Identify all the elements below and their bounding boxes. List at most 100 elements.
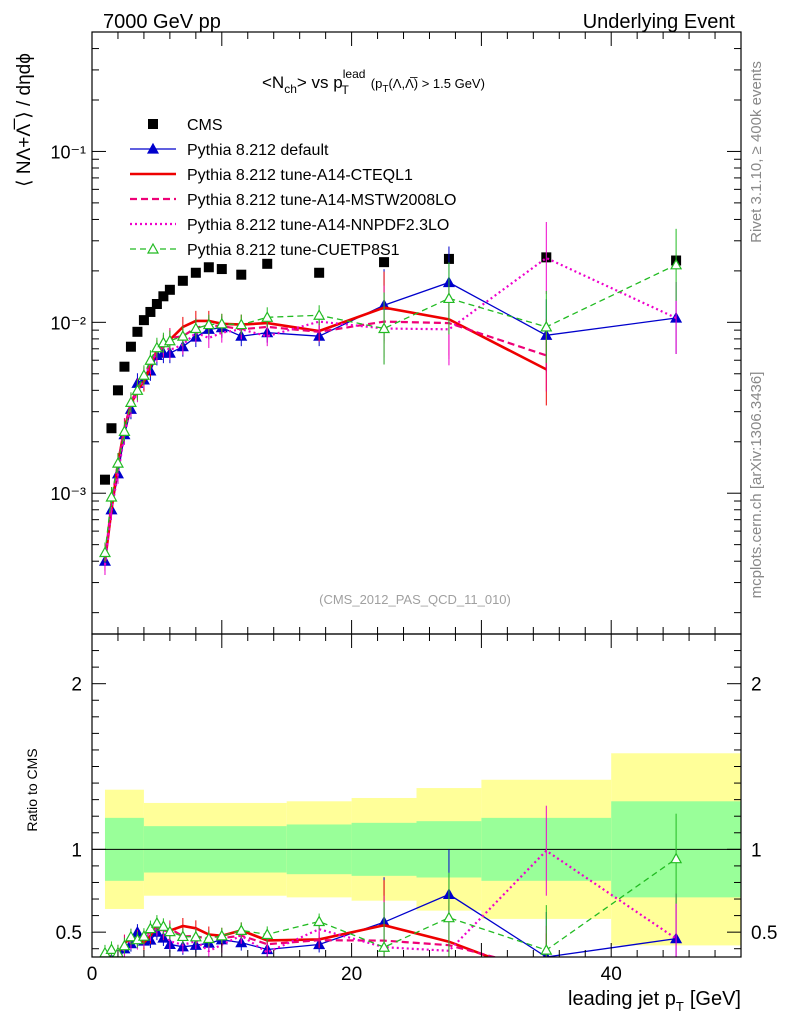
header-right: Underlying Event (583, 11, 736, 33)
analysis-reference: (CMS_2012_PAS_QCD_11_010) (319, 592, 511, 607)
cms-point-0 (99, 474, 110, 485)
legend-marker-0 (148, 119, 158, 129)
y-tick-label-main-0: 10⁻³ (50, 484, 86, 504)
ratio-marker-5-10 (163, 925, 176, 937)
ratio-marker-5-6 (137, 929, 150, 941)
cms-point-15 (236, 269, 247, 280)
marker-5-14 (215, 317, 228, 329)
marker-5-21 (670, 258, 683, 270)
series-main-5 (98, 228, 683, 563)
series-main-2 (103, 271, 547, 572)
legend-item-4: Pythia 8.212 tune-A14-NNPDF2.3LO (130, 217, 449, 234)
ratio-marker-5-17 (313, 915, 326, 927)
cms-point-1 (106, 423, 117, 434)
ratio-marker-5-11 (176, 930, 189, 942)
ratio-marker-5-9 (157, 920, 170, 931)
marker-5-19 (442, 292, 455, 304)
ratio-marker-5-16 (261, 928, 274, 940)
ratio-marker-5-14 (215, 929, 228, 941)
legend-label-0: CMS (187, 117, 223, 134)
marker-5-1 (105, 490, 118, 502)
y-tick-label-main-2: 10⁻¹ (50, 142, 86, 162)
series-main-4 (103, 221, 677, 576)
y-tick-label-main-1: 10⁻² (50, 313, 86, 333)
cms-point-2 (112, 385, 123, 396)
y-tick-label-ratio-left-2: 2 (71, 675, 82, 696)
marker-5-5 (131, 384, 144, 395)
plot-frames (91, 31, 742, 958)
series-ratio-5 (99, 813, 683, 957)
cms-point-10 (164, 284, 175, 295)
ratio-marker-5-20 (540, 943, 553, 955)
marker-5-2 (111, 456, 124, 468)
ratio-marker-5-8 (150, 916, 163, 928)
x-axis-label: leading jet pT [GeV] (568, 988, 741, 1014)
cms-point-7 (145, 306, 156, 317)
marker-5-10 (163, 334, 176, 346)
y-tick-label-ratio-right-2: 2 (751, 675, 762, 696)
legend-item-1: Pythia 8.212 default (130, 142, 329, 159)
legend-marker-5 (146, 242, 160, 254)
series-line-1 (104, 281, 677, 562)
x-tick-label-0: 0 (87, 964, 98, 985)
marker-5-7 (144, 353, 157, 365)
legend-label-5: Pythia 8.212 tune-CUETP8S1 (187, 242, 400, 259)
mcplots-label: mcplots.cern.ch [arXiv:1306.3436] (748, 372, 765, 599)
series-line-5 (104, 264, 677, 553)
axis-ticks: 0 20 40 10⁻³ 10⁻² 10⁻¹ 0.5 0.5 1 1 2 2 (50, 31, 777, 985)
y-tick-label-ratio-left-0: 0.5 (56, 923, 82, 944)
header-left: 7000 GeV pp (103, 11, 221, 33)
cms-point-6 (138, 315, 149, 326)
legend-item-2: Pythia 8.212 tune-A14-CTEQL1 (130, 167, 413, 184)
x-tick-label-2: 40 (601, 964, 622, 985)
cms-point-4 (125, 341, 136, 352)
cms-point-13 (203, 262, 214, 273)
cms-point-16 (262, 258, 273, 269)
legend-label-2: Pythia 8.212 tune-A14-CTEQL1 (187, 167, 413, 184)
ratio-marker-5-18 (378, 941, 391, 952)
cms-point-11 (177, 275, 188, 286)
series-ratio-line-5 (104, 858, 677, 954)
legend-marker-1 (146, 142, 160, 154)
marker-5-18 (378, 322, 391, 334)
y-axis-label-main: ⟨ NΛ+Λ̅ ⟩ / dηdϕ (14, 53, 35, 187)
marker-5-0 (98, 546, 111, 558)
series-line-2 (103, 306, 547, 562)
series-main-0 (99, 252, 682, 485)
ratio-marker-5-15 (235, 924, 248, 936)
cms-point-8 (151, 299, 162, 310)
series-main-1 (98, 246, 683, 572)
marker-5-12 (189, 322, 202, 334)
marker-5-16 (261, 311, 274, 322)
cms-point-14 (216, 264, 227, 275)
cms-point-18 (379, 257, 390, 268)
y-tick-label-ratio-right-0: 0.5 (751, 923, 777, 944)
marker-5-15 (235, 318, 248, 330)
y-tick-label-ratio-right-1: 1 (751, 840, 762, 861)
x-tick-label-1: 20 (341, 964, 362, 985)
series-layer (98, 221, 683, 957)
ratio-marker-5-1 (105, 943, 118, 955)
legend: CMS Pythia 8.212 default Pythia 8.212 tune… (130, 117, 456, 259)
y-axis-label-ratio: Ratio to CMS (24, 748, 40, 831)
marker-5-11 (176, 329, 189, 341)
legend-label-3: Pythia 8.212 tune-A14-MSTW2008LO (187, 192, 456, 209)
marker-5-13 (202, 318, 215, 330)
ratio-marker-5-21 (670, 852, 683, 864)
marker-5-20 (540, 320, 553, 332)
marker-5-3 (118, 425, 131, 436)
marker-5-6 (137, 369, 150, 380)
ratio-marker-5-4 (124, 930, 137, 942)
cms-point-17 (314, 267, 325, 278)
legend-label-1: Pythia 8.212 default (187, 142, 329, 159)
marker-5-17 (313, 309, 326, 320)
ratio-marker-5-7 (144, 922, 157, 934)
cms-point-5 (132, 326, 143, 337)
rivet-label: Rivet 3.1.10, ≥ 400k events (748, 61, 765, 243)
legend-item-5: Pythia 8.212 tune-CUETP8S1 (130, 242, 400, 259)
cms-point-3 (119, 361, 130, 372)
series-line-4 (103, 256, 677, 566)
cms-point-12 (190, 267, 201, 278)
y-tick-label-ratio-left-1: 1 (71, 840, 82, 861)
ratio-marker-5-12 (189, 930, 202, 942)
